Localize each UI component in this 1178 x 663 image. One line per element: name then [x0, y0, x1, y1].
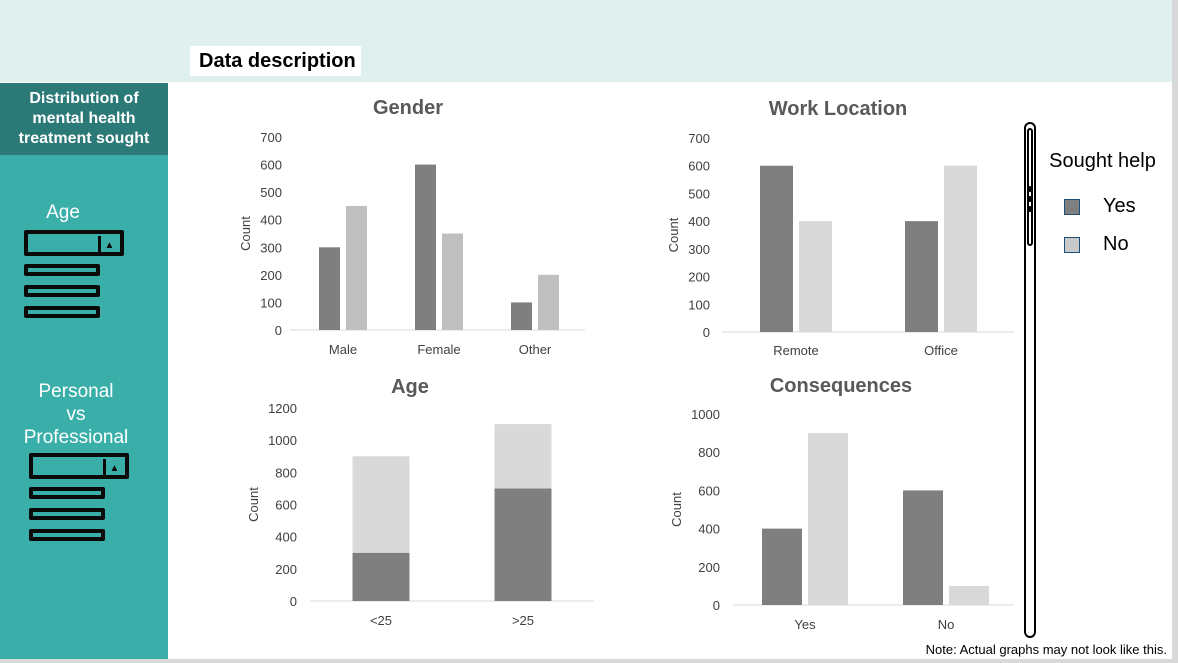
personal-vs-professional-dropdown[interactable]: ▲ [29, 453, 133, 545]
y-tick-label: 1200 [268, 401, 297, 416]
dropdown-option[interactable] [29, 508, 105, 520]
sidebar-heading: Distribution of mental health treatment … [0, 83, 168, 155]
page-title: Data description [190, 46, 361, 76]
dot-icon [1027, 186, 1033, 192]
bar [415, 164, 436, 330]
bar [494, 424, 552, 489]
y-tick-label: 300 [688, 242, 710, 257]
y-tick-label: 0 [703, 325, 710, 340]
bar [352, 552, 410, 601]
y-tick-label: 200 [698, 560, 720, 575]
caret-up-icon[interactable]: ▲ [103, 459, 123, 477]
bar [808, 433, 848, 605]
dropdown-option[interactable] [24, 306, 100, 318]
dot-icon [1027, 196, 1033, 202]
y-axis-label: Count [246, 487, 261, 522]
y-tick-label: 600 [698, 483, 720, 498]
y-tick-label: 500 [688, 186, 710, 201]
legend: Sought help Yes No [1040, 150, 1165, 255]
bar [538, 274, 559, 330]
y-tick-label: 800 [698, 445, 720, 460]
bar [903, 490, 943, 605]
dropdown-box[interactable]: ▲ [24, 230, 124, 256]
bar [346, 205, 367, 330]
dropdown-option[interactable] [24, 285, 100, 297]
y-tick-label: 400 [698, 522, 720, 537]
x-tick-label: Office [924, 343, 958, 358]
y-tick-label: 600 [688, 159, 710, 174]
y-tick-label: 500 [260, 185, 282, 200]
dropdown-box[interactable]: ▲ [29, 453, 129, 479]
bar [352, 456, 410, 553]
y-axis-label: Count [238, 216, 253, 251]
bar [944, 165, 977, 332]
chart-title: Consequences [770, 375, 912, 397]
x-tick-label: >25 [512, 613, 534, 628]
dot-icon [1027, 206, 1033, 212]
y-tick-label: 200 [688, 270, 710, 285]
caret-up-icon[interactable]: ▲ [98, 236, 118, 254]
bar [511, 302, 532, 330]
y-tick-label: 800 [275, 465, 297, 480]
y-tick-label: 400 [275, 530, 297, 545]
y-tick-label: 100 [688, 297, 710, 312]
bar [905, 221, 938, 332]
y-tick-label: 600 [275, 498, 297, 513]
y-tick-label: 100 [260, 295, 282, 310]
x-tick-label: Other [519, 342, 552, 357]
dropdown-option[interactable] [24, 264, 100, 276]
bar [319, 247, 340, 330]
y-tick-label: 200 [260, 268, 282, 283]
personal-vs-professional-filter-label: Personal vs Professional [23, 381, 129, 448]
y-tick-label: 1000 [268, 433, 297, 448]
footnote: Note: Actual graphs may not look like th… [925, 642, 1167, 657]
chart-title: Gender [373, 97, 443, 119]
bar [442, 233, 463, 330]
y-tick-label: 700 [688, 131, 710, 146]
y-axis-label: Count [669, 492, 684, 527]
y-tick-label: 700 [260, 130, 282, 145]
x-tick-label: Yes [794, 617, 816, 632]
y-tick-label: 400 [260, 213, 282, 228]
dropdown-option[interactable] [29, 487, 105, 499]
y-tick-label: 0 [290, 594, 297, 609]
bar [762, 528, 802, 605]
chart-title: Age [391, 376, 429, 398]
x-tick-label: <25 [370, 613, 392, 628]
x-tick-label: Female [417, 342, 460, 357]
x-tick-label: No [938, 617, 955, 632]
x-tick-label: Male [329, 342, 357, 357]
y-tick-label: 200 [275, 562, 297, 577]
legend-label-no: No [1103, 233, 1129, 255]
legend-title: Sought help [1049, 150, 1156, 172]
bar [760, 165, 793, 332]
age-filter-label: Age [46, 202, 80, 223]
sidebar: Distribution of mental health treatment … [0, 83, 168, 659]
page-bottom-edge [0, 659, 1178, 663]
legend-swatch-no [1064, 237, 1080, 253]
dropdown-option[interactable] [29, 529, 105, 541]
bar [799, 221, 832, 332]
chart-title: Work Location [769, 98, 908, 120]
bar [949, 585, 989, 605]
page-edge [1172, 0, 1178, 663]
y-tick-label: 0 [713, 598, 720, 613]
legend-swatch-yes [1064, 199, 1080, 215]
y-axis-label: Count [666, 217, 681, 252]
y-tick-label: 0 [275, 323, 282, 338]
y-tick-label: 1000 [691, 407, 720, 422]
age-filter-dropdown[interactable]: ▲ [24, 230, 128, 322]
y-tick-label: 400 [688, 214, 710, 229]
y-tick-label: 600 [260, 158, 282, 173]
scrollbar-track[interactable] [1024, 122, 1036, 638]
bar [494, 488, 552, 601]
y-tick-label: 300 [260, 240, 282, 255]
x-tick-label: Remote [773, 343, 819, 358]
legend-label-yes: Yes [1103, 195, 1136, 217]
